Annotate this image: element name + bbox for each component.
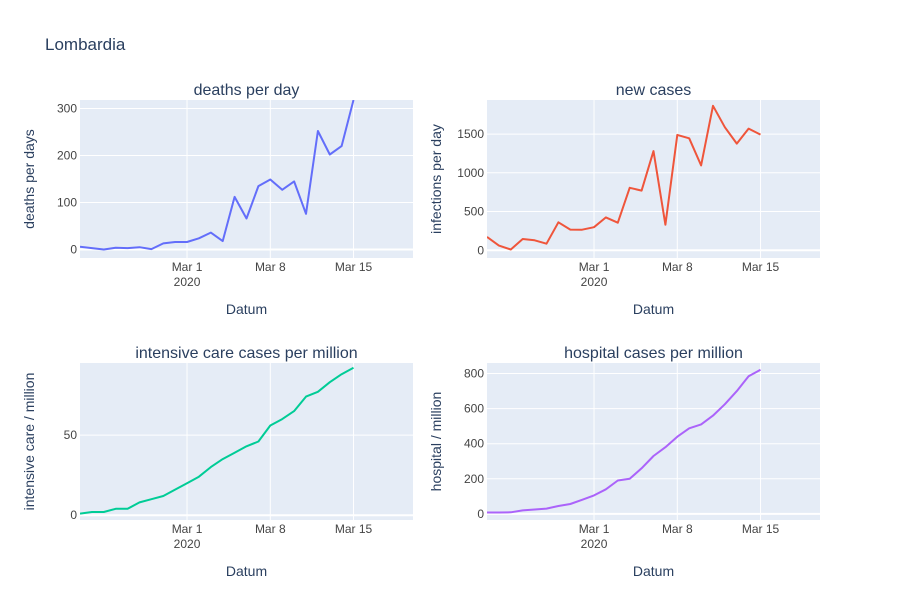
y-tick-label: 50 — [64, 428, 78, 442]
x-axis-label: Datum — [226, 301, 267, 317]
figure-title: Lombardia — [45, 35, 126, 54]
x-tick-label: Mar 1 — [579, 260, 610, 274]
x-axis-label: Datum — [633, 301, 674, 317]
y-tick-label: 200 — [57, 148, 77, 162]
x-tick-label: 2020 — [174, 537, 201, 551]
x-tick-label: Mar 1 — [172, 260, 203, 274]
x-tick-label: Mar 8 — [662, 522, 693, 536]
y-tick-label: 0 — [477, 243, 484, 257]
plot-background — [80, 363, 413, 520]
x-tick-label: Mar 15 — [335, 522, 373, 536]
x-tick-label: Mar 15 — [742, 522, 780, 536]
y-axis-label: infections per day — [428, 124, 444, 234]
x-tick-label: Mar 1 — [172, 522, 203, 536]
x-axis-label: Datum — [226, 563, 267, 579]
y-tick-label: 0 — [477, 507, 484, 521]
y-axis-label: hospital / million — [428, 392, 444, 492]
y-tick-label: 200 — [464, 472, 484, 486]
x-tick-label: Mar 1 — [579, 522, 610, 536]
x-tick-label: Mar 8 — [255, 522, 286, 536]
subplot-title: hospital cases per million — [564, 345, 743, 362]
x-tick-label: Mar 8 — [255, 260, 286, 274]
x-tick-label: Mar 8 — [662, 260, 693, 274]
subplot-title: new cases — [616, 82, 692, 99]
x-tick-label: 2020 — [581, 537, 608, 551]
y-axis-label: deaths per days — [21, 129, 37, 229]
plot-background — [487, 100, 820, 258]
x-tick-label: 2020 — [581, 275, 608, 289]
y-tick-label: 0 — [70, 508, 77, 522]
y-axis-label: intensive care / million — [21, 373, 37, 511]
series-line-1 — [80, 366, 354, 515]
y-tick-label: 800 — [464, 367, 484, 381]
y-tick-label: 500 — [464, 205, 484, 219]
x-tick-label: Mar 15 — [335, 260, 373, 274]
y-tick-label: 100 — [57, 196, 77, 210]
series-line-1 — [487, 104, 761, 251]
y-tick-label: 300 — [57, 101, 77, 115]
x-axis-label: Datum — [633, 563, 674, 579]
plot-background — [487, 363, 820, 520]
subplot-title: deaths per day — [194, 82, 300, 99]
y-tick-label: 400 — [464, 437, 484, 451]
y-tick-label: 1000 — [457, 166, 484, 180]
x-tick-label: Mar 15 — [742, 260, 780, 274]
y-tick-label: 0 — [70, 243, 77, 257]
y-tick-label: 1500 — [457, 127, 484, 141]
plot-background — [80, 100, 413, 258]
x-tick-label: 2020 — [174, 275, 201, 289]
series-line-1 — [487, 368, 761, 514]
y-tick-label: 600 — [464, 402, 484, 416]
subplot-title: intensive care cases per million — [135, 345, 357, 362]
series-line-1 — [80, 100, 355, 251]
